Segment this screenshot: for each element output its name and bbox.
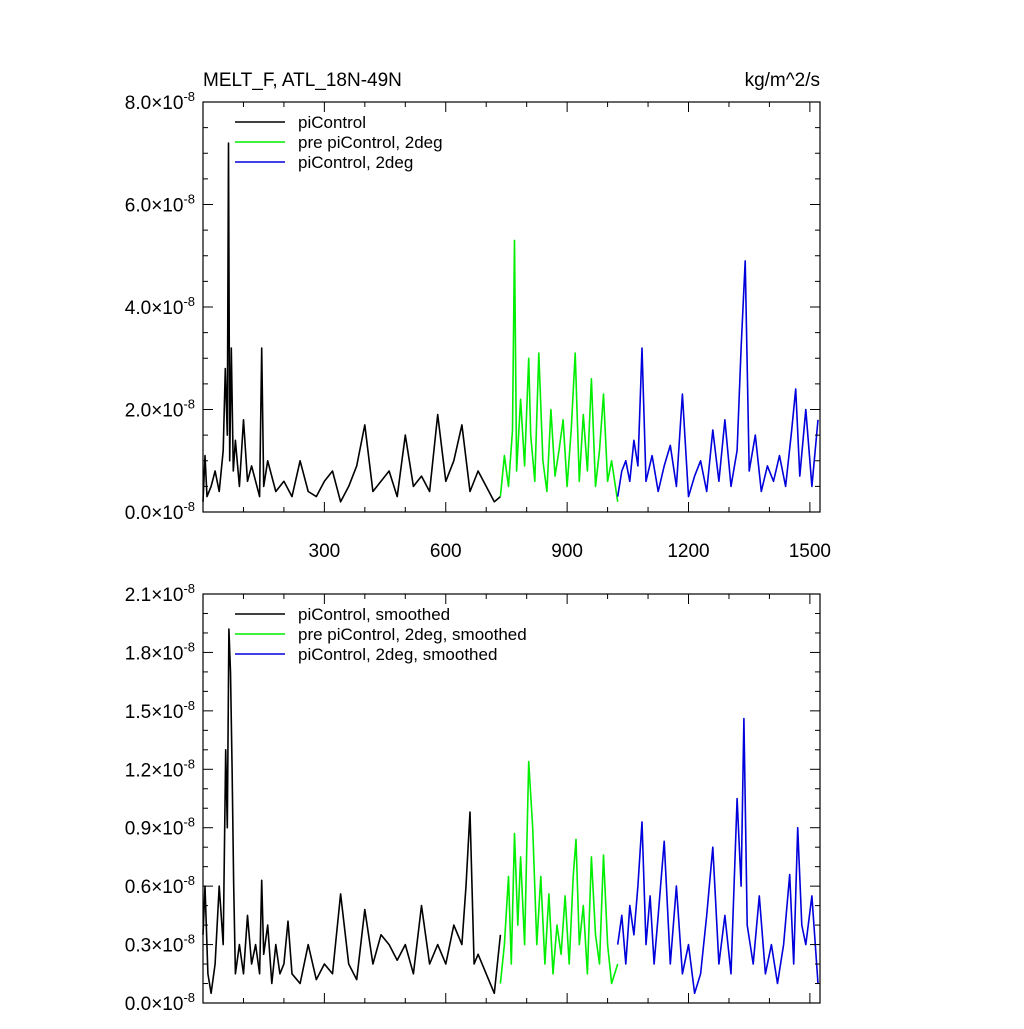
y-tick-label: 6.0×10-8 (125, 192, 195, 217)
y-tick-label: 1.5×10-8 (125, 698, 195, 723)
legend-label: piControl, 2deg, smoothed (298, 645, 497, 664)
series-line-top-0 (202, 142, 501, 503)
x-tick-label: 900 (551, 541, 583, 562)
x-tick-label: 1200 (667, 541, 709, 562)
series-line-bottom-1 (499, 760, 619, 985)
y-tick-label: 1.2×10-8 (125, 756, 195, 781)
legend-label: pre piControl, 2deg, smoothed (298, 625, 527, 644)
y-tick-label: 8.0×10-8 (125, 89, 195, 114)
legend-label: piControl (298, 113, 366, 132)
y-tick-label: 0.3×10-8 (125, 932, 195, 957)
y-tick-label: 1.8×10-8 (125, 639, 195, 664)
series-line-top-2 (616, 260, 819, 498)
y-tick-label: 0.0×10-8 (125, 990, 195, 1015)
chart-title: MELT_F, ATL_18N-49N (203, 70, 402, 91)
x-tick-label: 600 (430, 541, 462, 562)
y-tick-label: 2.0×10-8 (125, 397, 195, 422)
x-tick-label: 1500 (789, 541, 831, 562)
series-line-top-1 (499, 239, 619, 502)
bottom-panel: 0.0×10-8 0.3×10-8 0.6×10-8 0.9×10-8 1.2×10-8… (125, 581, 821, 1015)
units-label: kg/m^2/s (745, 70, 820, 91)
legend-label: piControl, 2deg (298, 153, 413, 172)
legend-label: piControl, smoothed (298, 605, 450, 624)
y-tick-label: 0.0×10-8 (125, 499, 195, 524)
legend-label: pre piControl, 2deg (298, 133, 443, 152)
top-panel: 300 600 900 1200 1500 0.0×10-8 2.0×10-8 4.0×10-… (125, 89, 831, 562)
series-line-bottom-0 (202, 628, 502, 995)
x-tick-label: 300 (309, 541, 341, 562)
series-line-bottom-2 (616, 717, 819, 995)
plot-frame (202, 593, 821, 1004)
y-tick-label: 2.1×10-8 (125, 581, 195, 606)
y-tick-label: 0.9×10-8 (125, 815, 195, 840)
y-tick-label: 4.0×10-8 (125, 294, 195, 319)
y-tick-label: 0.6×10-8 (125, 873, 195, 898)
